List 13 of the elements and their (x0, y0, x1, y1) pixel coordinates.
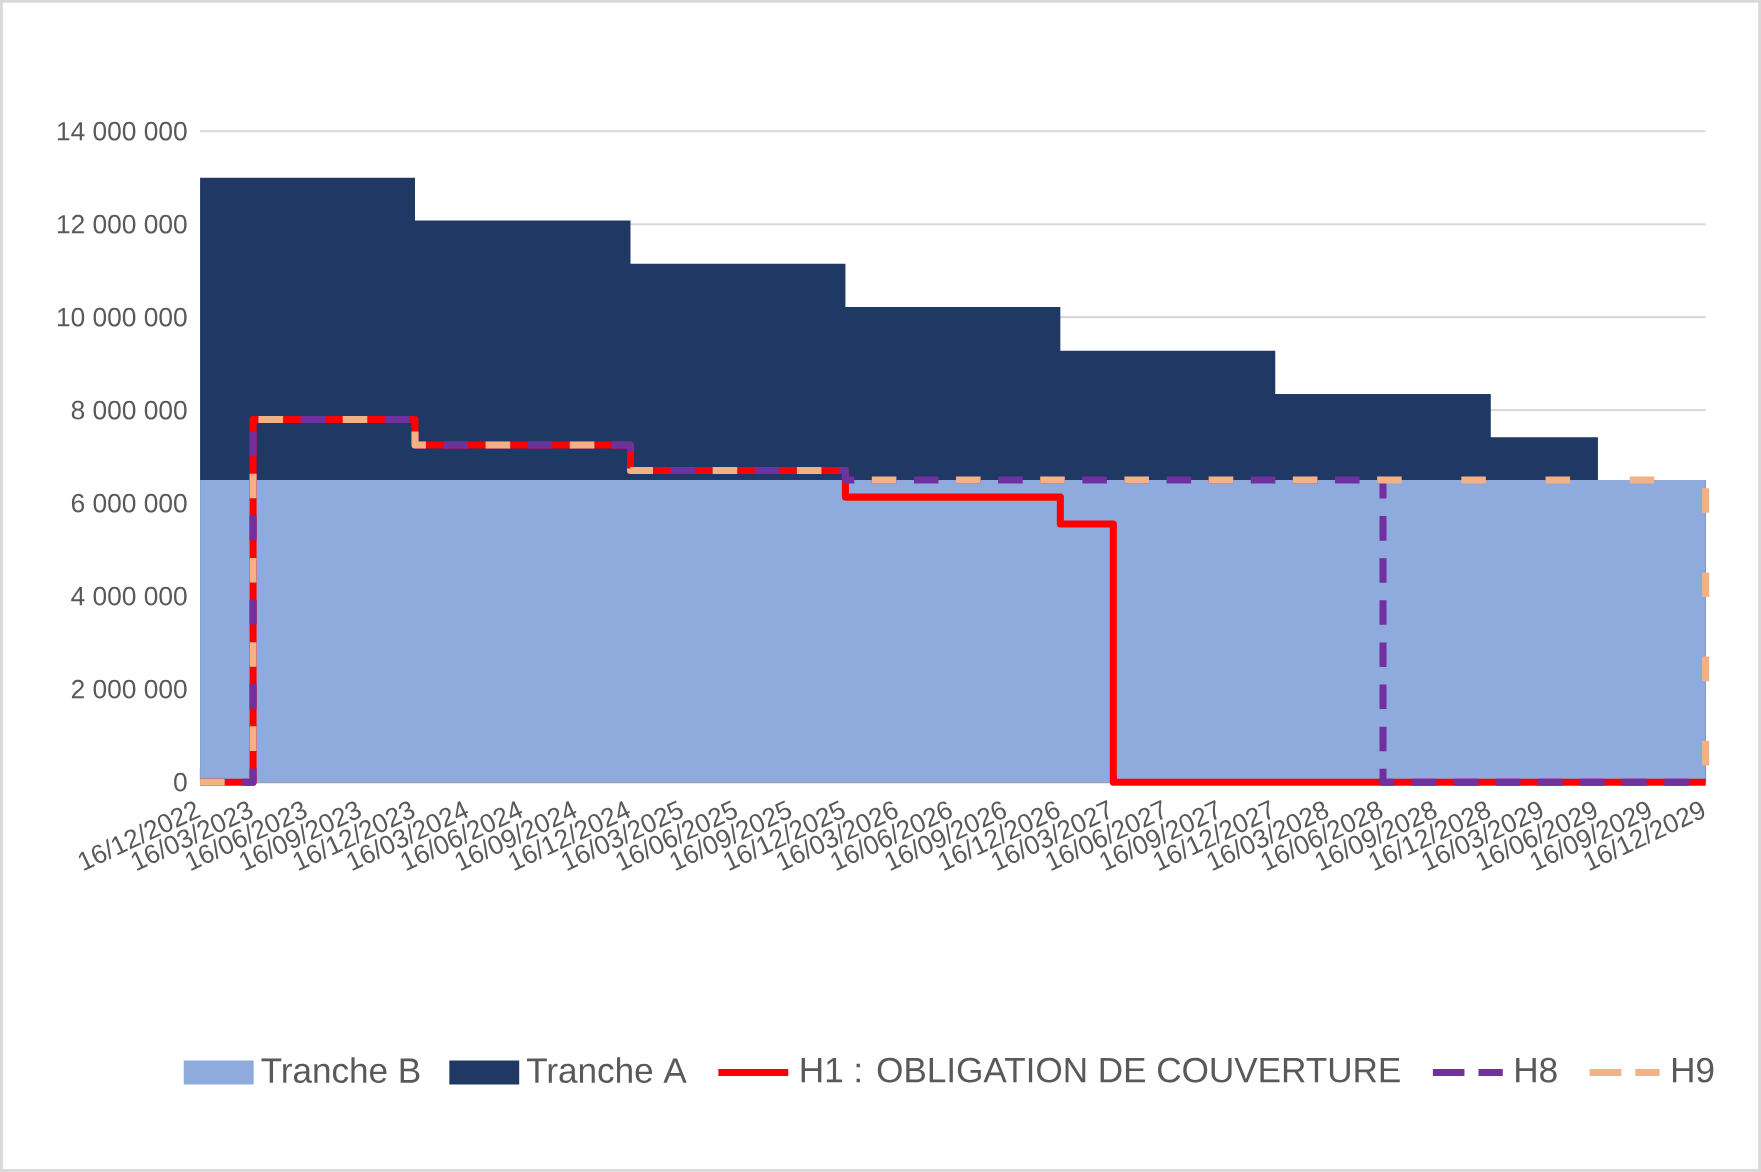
y-tick-label: 12 000 000 (57, 214, 187, 234)
y-tick-label: 2 000 000 (71, 679, 187, 699)
y-tick-label: 8 000 000 (71, 400, 187, 420)
y-tick-label: 10 000 000 (57, 307, 187, 327)
legend-label: H8 (1516, 1057, 1557, 1083)
y-tick-label: 6 000 000 (71, 493, 187, 513)
legend-label: Tranche A (526, 1057, 687, 1084)
legend-label: H1 : OBLIGATION DE COUVERTURE (801, 1057, 1400, 1083)
y-tick-label: 4 000 000 (71, 586, 187, 606)
legend-label: Tranche B (261, 1057, 420, 1084)
y-tick-label: 14 000 000 (57, 121, 187, 141)
legend-label: H9 (1672, 1057, 1714, 1083)
y-tick-label: 0 (174, 772, 187, 792)
